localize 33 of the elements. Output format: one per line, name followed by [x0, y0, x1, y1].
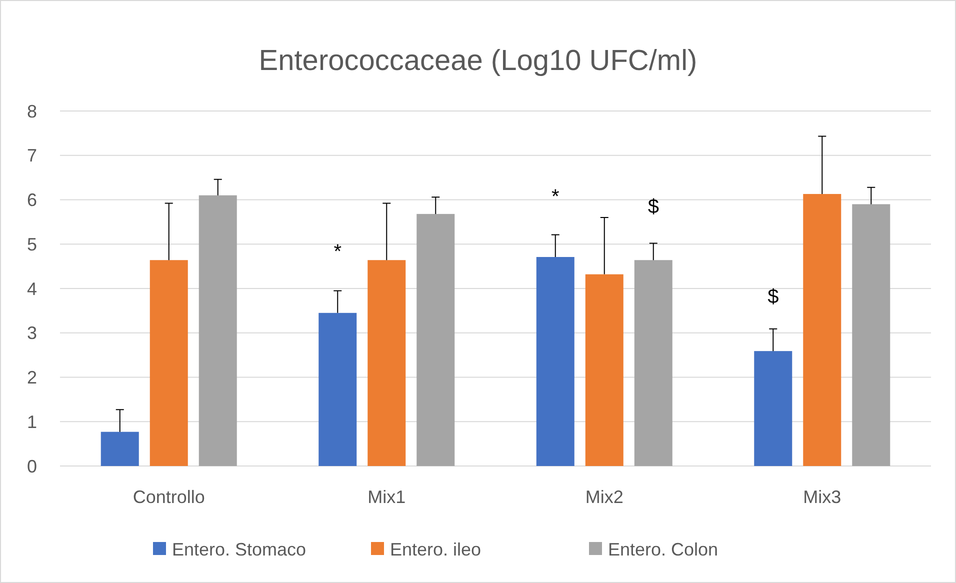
bar [536, 256, 574, 466]
y-tick-label: 7 [26, 146, 37, 166]
y-tick-label: 1 [26, 412, 37, 432]
annotation: * [551, 186, 560, 208]
annotation: * [334, 241, 342, 263]
x-tick-label: Mix3 [803, 487, 842, 507]
y-tick-label: 5 [26, 234, 37, 254]
y-tick-label: 4 [26, 278, 37, 299]
bar [634, 260, 672, 466]
y-tick-label: 2 [26, 368, 37, 388]
legend-label: Entero. Stomaco [172, 539, 306, 560]
annotation: $ [648, 196, 659, 218]
y-tick-label: 0 [26, 456, 37, 476]
bar [198, 195, 237, 466]
y-tick-label: 3 [26, 323, 37, 344]
bar [368, 260, 406, 466]
bar [416, 214, 455, 466]
chart-title: Enterococcaceae (Log10 UFC/ml) [258, 45, 698, 77]
y-tick-label: 6 [26, 190, 37, 210]
bar [100, 432, 139, 466]
bar [585, 274, 624, 466]
y-tick-label: 8 [26, 101, 37, 122]
legend-label: Entero. Colon [608, 539, 718, 560]
bar [754, 351, 792, 466]
bar [803, 194, 842, 466]
legend-label: Entero. ileo [390, 539, 482, 560]
bar [150, 260, 188, 466]
x-tick-label: Mix1 [368, 487, 406, 507]
annotation: $ [768, 286, 779, 308]
bar [318, 312, 357, 466]
bar [852, 204, 890, 466]
x-tick-label: Mix2 [585, 487, 624, 507]
x-tick-label: Controllo [132, 487, 205, 507]
